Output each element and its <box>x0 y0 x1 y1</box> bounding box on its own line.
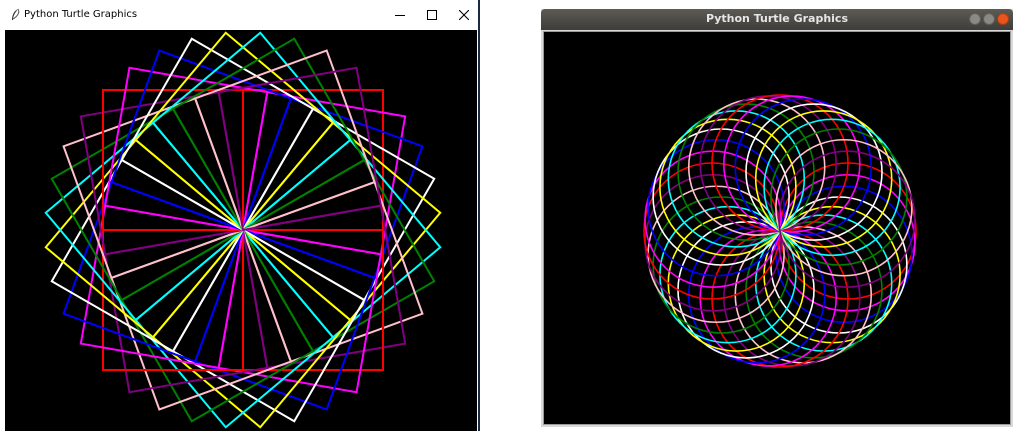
window-title: Python Turtle Graphics <box>705 12 849 25</box>
square-stroke <box>62 97 245 280</box>
square-stroke <box>110 49 293 232</box>
close-button[interactable] <box>997 13 1009 25</box>
square-stroke <box>241 180 424 363</box>
circle-spirograph-drawing <box>643 94 917 368</box>
square-stroke <box>102 89 244 231</box>
turtle-window-left: Python Turtle Graphics <box>0 0 482 431</box>
title-bar[interactable]: Python Turtle Graphics <box>541 9 1013 30</box>
turtle-canvas-right[interactable] <box>543 31 1011 425</box>
circle-stroke <box>778 150 916 288</box>
maximize-button[interactable] <box>416 0 448 30</box>
close-button[interactable] <box>448 0 480 30</box>
close-icon <box>459 10 469 20</box>
square-stroke <box>193 49 376 232</box>
square-stroke <box>193 228 376 411</box>
square-stroke <box>151 31 352 232</box>
square-stroke <box>171 37 366 232</box>
circle-stroke <box>775 138 913 277</box>
circle-stroke <box>745 103 883 241</box>
minimize-button[interactable] <box>969 13 981 25</box>
square-stroke <box>62 180 245 363</box>
square-stroke <box>134 31 335 232</box>
minimize-button[interactable] <box>384 0 416 30</box>
square-stroke <box>217 66 383 232</box>
square-stroke <box>110 228 293 411</box>
window-border <box>478 0 480 431</box>
turtle-canvas-left[interactable] <box>5 30 477 431</box>
circle-stroke <box>763 118 901 257</box>
circle-stroke <box>754 110 893 248</box>
circle-stroke <box>770 128 908 266</box>
maximize-button[interactable] <box>983 13 995 25</box>
window-title: Python Turtle Graphics <box>24 9 138 20</box>
circle-stroke <box>734 98 873 236</box>
minimize-icon <box>395 15 405 16</box>
feather-icon <box>12 8 20 20</box>
square-stroke <box>103 66 269 232</box>
maximize-icon <box>427 10 437 20</box>
squares-spiral-drawing <box>44 31 442 429</box>
square-stroke <box>241 97 424 280</box>
square-stroke <box>120 37 315 232</box>
circle-stroke <box>723 95 861 233</box>
turtle-window-right: Python Turtle Graphics <box>541 9 1013 427</box>
title-bar[interactable]: Python Turtle Graphics <box>0 0 482 30</box>
